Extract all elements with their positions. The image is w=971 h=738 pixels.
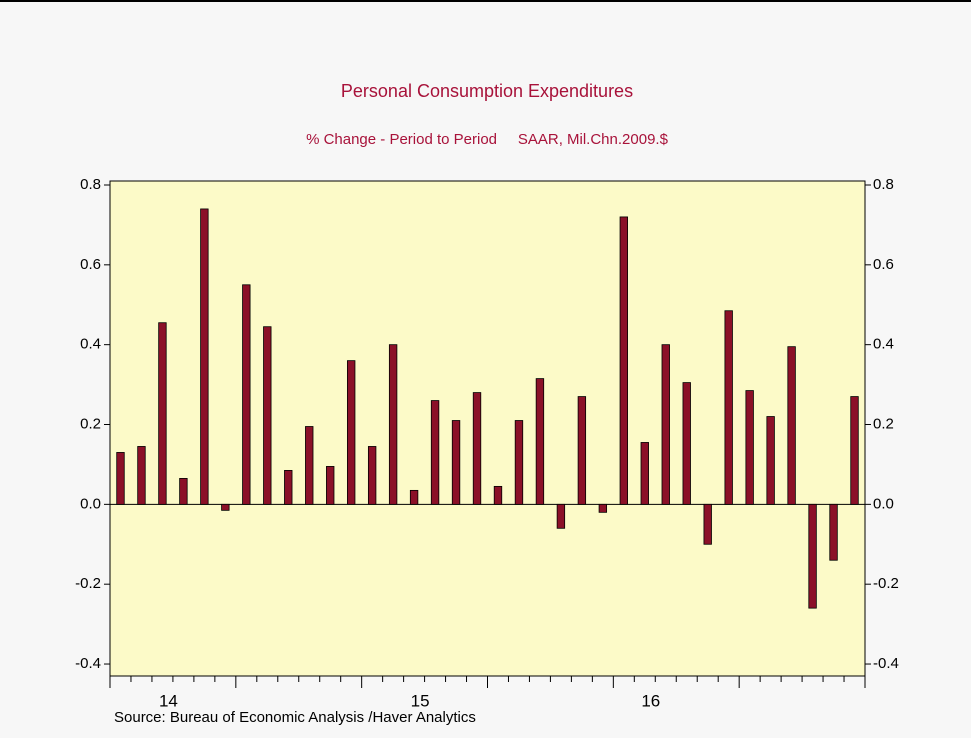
bar	[221, 503, 230, 511]
bar	[640, 442, 649, 505]
y-tick-label: 0.6	[80, 256, 101, 273]
bar	[850, 396, 859, 505]
bar	[137, 446, 146, 505]
y2-tick-label: 0.0	[873, 495, 894, 512]
bar	[409, 489, 419, 505]
bar	[829, 503, 838, 561]
bar	[263, 326, 272, 505]
bar	[661, 344, 670, 505]
y2-tick-label: 0.8	[873, 176, 894, 193]
bar	[577, 396, 587, 505]
bar	[724, 310, 733, 505]
bar	[514, 420, 524, 505]
bar	[284, 470, 293, 505]
bar	[808, 503, 817, 609]
bar	[200, 208, 209, 505]
bar	[242, 284, 251, 505]
bar	[745, 390, 754, 505]
y-tick-label: -0.2	[75, 575, 101, 592]
y2-tick-label: -0.2	[873, 575, 899, 592]
bar	[430, 400, 440, 505]
bar	[703, 503, 712, 545]
y2-tick-label: -0.4	[873, 655, 899, 672]
y-tick-label: 0.2	[80, 415, 101, 432]
chart-title: Personal Consumption Expenditures	[341, 81, 633, 101]
bar	[367, 446, 377, 505]
source: Source: Bureau of Economic Analysis /Hav…	[114, 709, 476, 726]
bar	[619, 216, 628, 505]
y2-tick-label: 0.2	[873, 415, 894, 432]
bar	[388, 344, 398, 505]
x-tick-label: 14	[159, 691, 178, 710]
bar	[451, 420, 461, 505]
bar	[766, 416, 775, 505]
y2-tick-label: 0.6	[873, 256, 894, 273]
bar	[326, 466, 335, 505]
bar	[682, 382, 691, 505]
bar	[535, 378, 545, 505]
y-tick-label: 0.0	[80, 495, 101, 512]
bar	[472, 392, 482, 505]
bar	[305, 426, 314, 505]
y-tick-label: 0.8	[80, 176, 101, 193]
bar	[556, 503, 566, 529]
bar	[347, 360, 356, 505]
bar	[787, 346, 796, 505]
y-tick-label: 0.4	[80, 336, 101, 353]
plot-area	[109, 180, 866, 677]
bar	[116, 452, 125, 505]
chart-subtitle: % Change - Period to Period SAAR, Mil.Ch…	[306, 131, 669, 148]
bar	[598, 503, 608, 513]
bar	[158, 322, 167, 505]
x-tick-label: 16	[641, 691, 660, 710]
bar	[179, 477, 188, 505]
x-tick-label: 15	[411, 691, 430, 710]
y-tick-label: -0.4	[75, 655, 101, 672]
bar	[493, 485, 503, 505]
y2-tick-label: 0.4	[873, 336, 894, 353]
